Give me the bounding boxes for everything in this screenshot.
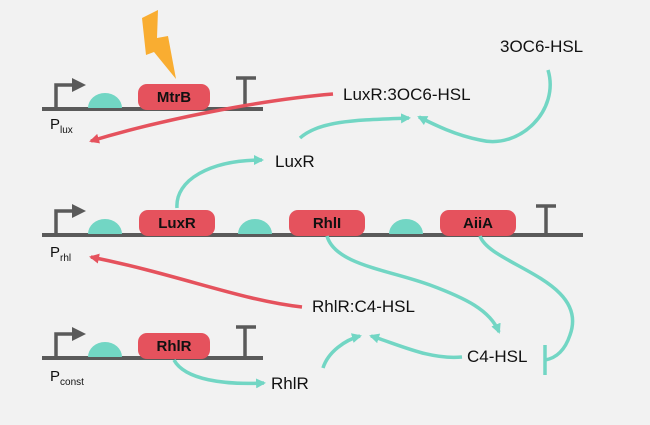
promoter-label-pconst: Pconst <box>50 368 84 388</box>
rbs-icon <box>88 219 122 234</box>
arrow-aiia-degrades-c4 <box>478 235 575 362</box>
species-luxr: LuxR <box>275 152 315 171</box>
arrow-rhlr-complex-activates-prhl <box>89 253 303 309</box>
arrow-3oc6-binds-luxr <box>417 69 552 144</box>
promoter-arrow-icon <box>54 209 74 233</box>
arrow-c4-binds-rhlr <box>369 333 463 360</box>
promoter-arrow-icon <box>72 327 86 341</box>
pconst-construct: RhlR Pconst <box>42 325 263 388</box>
arrow-rhli-produces-c4 <box>325 235 501 334</box>
rbs-icon <box>88 342 122 357</box>
rbs-icon <box>238 219 272 234</box>
arrow-rhlr-to-complex <box>321 333 362 369</box>
gene-luxr <box>139 210 215 236</box>
species-rhlr-c4-complex: RhlR:C4-HSL <box>312 297 415 316</box>
gene-rhli <box>289 210 365 236</box>
rbs-icon <box>389 219 423 234</box>
gene-aiia <box>440 210 516 236</box>
terminator-icon <box>536 204 556 233</box>
species-3oc6-hsl: 3OC6-HSL <box>500 37 583 56</box>
gene-rhlr <box>138 333 210 359</box>
gene-luxr-label: LuxR <box>158 215 196 232</box>
gene-rhli-label: RhlI <box>313 215 341 232</box>
gene-aiia-label: AiiA <box>463 215 493 232</box>
promoter-arrow-icon <box>72 78 86 92</box>
gene-rhlr-label: RhlR <box>157 338 192 355</box>
lightning-bolt-icon <box>142 10 176 79</box>
terminator-icon <box>236 76 256 107</box>
promoter-label-prhl: Prhl <box>50 244 71 264</box>
species-rhlr: RhlR <box>271 374 309 393</box>
species-luxr-3oc6-complex: LuxR:3OC6-HSL <box>343 85 471 104</box>
arrow-luxr-complex-activates-plux <box>89 92 334 144</box>
gene-mtrb <box>138 84 210 110</box>
arrow-rhlr-gene-produces-rhlr <box>172 359 266 389</box>
arrow-luxr-gene-produces-luxr <box>175 155 264 209</box>
promoter-arrow-icon <box>54 83 74 107</box>
species-c4-hsl: C4-HSL <box>467 347 527 366</box>
arrow-luxr-to-complex <box>298 113 411 140</box>
gene-mtrb-label: MtrB <box>157 89 191 106</box>
rbs-icon <box>88 93 122 108</box>
promoter-arrow-icon <box>54 332 74 356</box>
promoter-arrow-icon <box>72 204 86 218</box>
prhl-construct: LuxR RhlI AiiA Prhl <box>42 204 583 264</box>
terminator-icon <box>236 325 256 356</box>
promoter-label-plux: Plux <box>50 116 73 136</box>
